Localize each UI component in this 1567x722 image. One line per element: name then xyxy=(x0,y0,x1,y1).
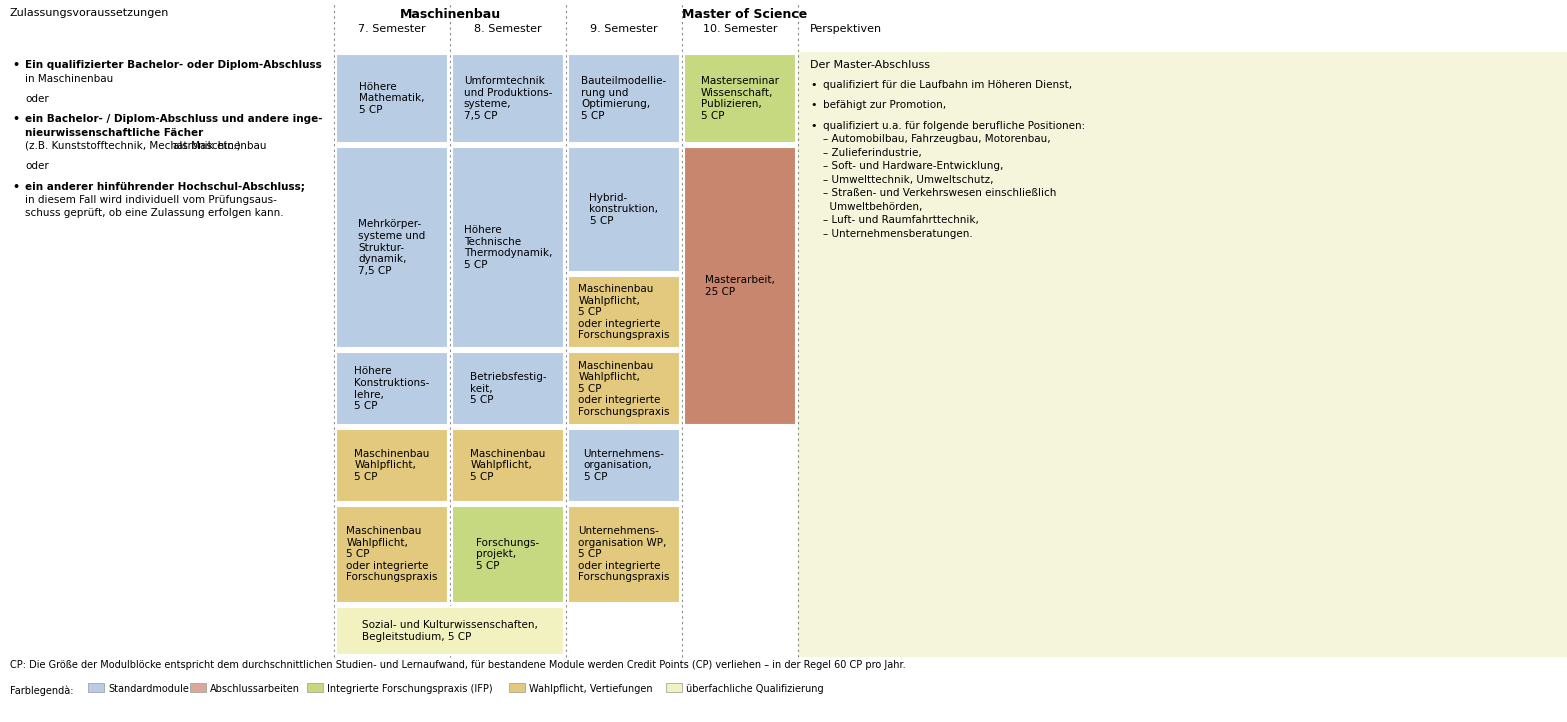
Text: Perspektiven: Perspektiven xyxy=(810,24,882,34)
Bar xyxy=(190,683,205,692)
Text: Höhere
Mathematik,
5 CP: Höhere Mathematik, 5 CP xyxy=(359,82,425,115)
Text: – Umwelttechnik, Umweltschutz,: – Umwelttechnik, Umweltschutz, xyxy=(823,175,993,185)
Text: Umformtechnik
und Produktions-
systeme,
7,5 CP: Umformtechnik und Produktions- systeme, … xyxy=(464,76,552,121)
Text: (z.B. Kunststofftechnik, Mechatronik etc.): (z.B. Kunststofftechnik, Mechatronik etc… xyxy=(25,141,241,151)
Text: •: • xyxy=(13,181,19,191)
Text: 10. Semester: 10. Semester xyxy=(702,24,777,34)
Text: •: • xyxy=(810,100,816,110)
Bar xyxy=(335,429,448,502)
Text: •: • xyxy=(13,114,19,124)
Text: Maschinenbau
Wahlpflicht,
5 CP
oder integrierte
Forschungspraxis: Maschinenbau Wahlpflicht, 5 CP oder inte… xyxy=(346,526,437,583)
Text: Sozial- und Kulturwissenschaften,
Begleitstudium, 5 CP: Sozial- und Kulturwissenschaften, Beglei… xyxy=(362,620,537,642)
Bar xyxy=(567,147,680,272)
Text: Maschinenbau
Wahlpflicht,
5 CP
oder integrierte
Forschungspraxis: Maschinenbau Wahlpflicht, 5 CP oder inte… xyxy=(578,284,669,340)
Text: – Soft- und Hardware-Entwicklung,: – Soft- und Hardware-Entwicklung, xyxy=(823,161,1003,171)
Text: qualifiziert für die Laufbahn im Höheren Dienst,: qualifiziert für die Laufbahn im Höheren… xyxy=(823,80,1072,90)
Bar xyxy=(335,352,448,425)
Bar xyxy=(567,505,680,603)
Text: überfachliche Qualifizierung: überfachliche Qualifizierung xyxy=(686,684,824,694)
Bar xyxy=(335,147,448,349)
Bar xyxy=(451,429,564,502)
Text: – Zulieferindustrie,: – Zulieferindustrie, xyxy=(823,148,921,157)
Text: Maschinenbau
Wahlpflicht,
5 CP: Maschinenbau Wahlpflicht, 5 CP xyxy=(470,449,545,482)
Text: Wahlpflicht, Vertiefungen: Wahlpflicht, Vertiefungen xyxy=(530,684,652,694)
Text: 8. Semester: 8. Semester xyxy=(475,24,542,34)
Text: Höhere
Technische
Thermodynamik,
5 CP: Höhere Technische Thermodynamik, 5 CP xyxy=(464,225,552,270)
Text: Betriebsfestig-
keit,
5 CP: Betriebsfestig- keit, 5 CP xyxy=(470,372,547,405)
Text: als Maschinenbau: als Maschinenbau xyxy=(172,141,266,151)
Text: Integrierte Forschungspraxis (IFP): Integrierte Forschungspraxis (IFP) xyxy=(328,684,492,694)
Text: •: • xyxy=(810,121,816,131)
Text: Maschinenbau: Maschinenbau xyxy=(400,8,500,21)
Text: Hybrid-
konstruktion,
5 CP: Hybrid- konstruktion, 5 CP xyxy=(589,193,658,226)
Bar xyxy=(335,505,448,603)
Text: – Automobilbau, Fahrzeugbau, Motorenbau,: – Automobilbau, Fahrzeugbau, Motorenbau, xyxy=(823,134,1050,144)
Text: Maschinenbau
Wahlpflicht,
5 CP: Maschinenbau Wahlpflicht, 5 CP xyxy=(354,449,429,482)
Text: •: • xyxy=(810,80,816,90)
Bar xyxy=(307,683,323,692)
Bar xyxy=(335,606,564,655)
Text: Abschlussarbeiten: Abschlussarbeiten xyxy=(210,684,299,694)
Bar xyxy=(451,147,564,349)
Text: Zulassungsvoraussetzungen: Zulassungsvoraussetzungen xyxy=(9,8,169,18)
Bar xyxy=(685,54,796,143)
Text: Bauteilmodellie-
rung und
Optimierung,
5 CP: Bauteilmodellie- rung und Optimierung, 5… xyxy=(581,76,666,121)
Bar xyxy=(451,352,564,425)
Text: oder: oder xyxy=(25,161,49,171)
Bar xyxy=(567,352,680,425)
Text: ein Bachelor- / Diplom-Abschluss und andere inge-: ein Bachelor- / Diplom-Abschluss und and… xyxy=(25,114,323,124)
Bar xyxy=(798,52,1567,657)
Text: 9. Semester: 9. Semester xyxy=(591,24,658,34)
Text: Unternehmens-
organisation WP,
5 CP
oder integrierte
Forschungspraxis: Unternehmens- organisation WP, 5 CP oder… xyxy=(578,526,669,583)
Text: oder: oder xyxy=(25,94,49,104)
Text: ein anderer hinführender Hochschul-Abschluss;: ein anderer hinführender Hochschul-Absch… xyxy=(25,181,306,191)
Text: Master of Science: Master of Science xyxy=(682,8,807,21)
Bar xyxy=(451,505,564,603)
Text: Ein qualifizierter Bachelor- oder Diplom-Abschluss: Ein qualifizierter Bachelor- oder Diplom… xyxy=(25,60,321,70)
Text: Der Master-Abschluss: Der Master-Abschluss xyxy=(810,60,929,70)
Bar xyxy=(567,276,680,349)
Text: 7. Semester: 7. Semester xyxy=(359,24,426,34)
Text: Masterarbeit,
25 CP: Masterarbeit, 25 CP xyxy=(705,275,776,297)
Bar xyxy=(451,54,564,143)
Bar xyxy=(509,683,525,692)
Text: nieurwissenschaftliche Fächer: nieurwissenschaftliche Fächer xyxy=(25,128,204,137)
Text: Höhere
Konstruktions-
lehre,
5 CP: Höhere Konstruktions- lehre, 5 CP xyxy=(354,366,429,412)
Text: qualifiziert u.a. für folgende berufliche Positionen:: qualifiziert u.a. für folgende beruflich… xyxy=(823,121,1086,131)
Bar xyxy=(567,429,680,502)
Text: •: • xyxy=(13,60,19,70)
Bar xyxy=(335,54,448,143)
Text: Maschinenbau
Wahlpflicht,
5 CP
oder integrierte
Forschungspraxis: Maschinenbau Wahlpflicht, 5 CP oder inte… xyxy=(578,360,669,417)
Bar xyxy=(567,54,680,143)
Text: Mehrkörper-
systeme und
Struktur-
dynamik,
7,5 CP: Mehrkörper- systeme und Struktur- dynami… xyxy=(359,219,426,276)
Text: Umweltbehörden,: Umweltbehörden, xyxy=(823,201,923,212)
Text: schuss geprüft, ob eine Zulassung erfolgen kann.: schuss geprüft, ob eine Zulassung erfolg… xyxy=(25,209,284,219)
Text: Forschungs-
projekt,
5 CP: Forschungs- projekt, 5 CP xyxy=(476,538,539,571)
Text: Farblegendà:: Farblegendà: xyxy=(9,686,74,697)
Text: Masterseminar
Wissenschaft,
Publizieren,
5 CP: Masterseminar Wissenschaft, Publizieren,… xyxy=(700,76,779,121)
Bar xyxy=(685,147,796,425)
Text: – Luft- und Raumfahrttechnik,: – Luft- und Raumfahrttechnik, xyxy=(823,215,979,225)
Text: befähigt zur Promotion,: befähigt zur Promotion, xyxy=(823,100,946,110)
Text: – Straßen- und Verkehrswesen einschließlich: – Straßen- und Verkehrswesen einschließl… xyxy=(823,188,1056,199)
Text: in Maschinenbau: in Maschinenbau xyxy=(25,74,113,84)
Bar xyxy=(88,683,103,692)
Bar xyxy=(0,0,798,722)
Text: Standardmodule: Standardmodule xyxy=(108,684,190,694)
Text: in diesem Fall wird individuell vom Prüfungsaus-: in diesem Fall wird individuell vom Prüf… xyxy=(25,195,277,205)
Text: Unternehmens-
organisation,
5 CP: Unternehmens- organisation, 5 CP xyxy=(583,449,664,482)
Text: CP: Die Größe der Modulblöcke entspricht dem durchschnittlichen Studien- und Ler: CP: Die Größe der Modulblöcke entspricht… xyxy=(9,660,906,670)
Bar xyxy=(666,683,682,692)
Text: – Unternehmensberatungen.: – Unternehmensberatungen. xyxy=(823,229,973,239)
